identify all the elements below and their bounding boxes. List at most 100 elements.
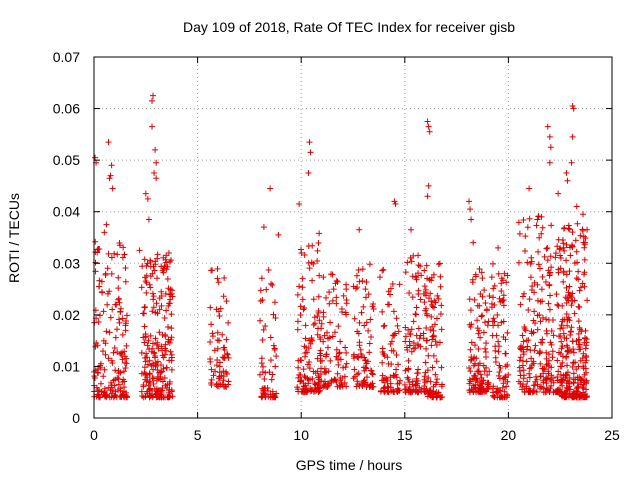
data-point bbox=[555, 368, 562, 375]
data-point bbox=[549, 348, 556, 355]
data-point bbox=[139, 393, 146, 400]
data-point bbox=[582, 239, 589, 246]
data-point bbox=[552, 254, 559, 261]
data-point bbox=[569, 133, 576, 140]
data-point bbox=[547, 292, 554, 299]
data-point bbox=[414, 380, 421, 387]
data-point bbox=[161, 314, 168, 321]
data-point bbox=[153, 159, 160, 166]
data-point bbox=[354, 284, 361, 291]
data-point bbox=[355, 354, 362, 361]
data-point bbox=[582, 359, 589, 366]
data-point bbox=[528, 355, 535, 362]
data-point bbox=[581, 271, 588, 278]
data-point bbox=[156, 306, 163, 313]
data-point bbox=[580, 389, 587, 396]
data-point bbox=[495, 348, 502, 355]
data-point bbox=[391, 373, 398, 380]
data-point bbox=[336, 382, 343, 389]
data-point bbox=[109, 360, 116, 367]
data-point bbox=[152, 146, 159, 153]
data-point bbox=[566, 244, 573, 251]
data-point bbox=[151, 267, 158, 274]
data-point bbox=[536, 234, 543, 241]
data-point bbox=[363, 319, 370, 326]
data-point bbox=[532, 342, 539, 349]
data-point bbox=[479, 380, 486, 387]
data-point bbox=[490, 294, 497, 301]
data-point bbox=[502, 363, 509, 370]
data-point bbox=[383, 375, 390, 382]
data-point bbox=[519, 293, 526, 300]
data-point bbox=[564, 322, 571, 329]
data-point bbox=[119, 254, 126, 261]
data-point bbox=[529, 361, 536, 368]
data-point bbox=[147, 393, 154, 400]
data-point bbox=[163, 307, 170, 314]
data-point bbox=[355, 267, 362, 274]
data-point bbox=[501, 270, 508, 277]
data-point bbox=[353, 383, 360, 390]
data-point bbox=[370, 301, 377, 308]
data-point bbox=[563, 311, 570, 318]
data-point bbox=[354, 378, 361, 385]
data-point bbox=[271, 345, 278, 352]
data-point bbox=[310, 260, 317, 267]
data-point bbox=[495, 372, 502, 379]
data-point bbox=[537, 360, 544, 367]
data-point bbox=[362, 357, 369, 364]
data-point bbox=[208, 321, 215, 328]
data-point bbox=[476, 327, 483, 334]
data-point bbox=[164, 324, 171, 331]
data-point bbox=[575, 268, 582, 275]
data-point bbox=[573, 203, 580, 210]
data-point bbox=[569, 364, 576, 371]
data-point bbox=[410, 318, 417, 325]
data-point bbox=[482, 345, 489, 352]
data-point bbox=[468, 339, 475, 346]
data-point bbox=[356, 319, 363, 326]
data-point bbox=[216, 312, 223, 319]
data-point bbox=[429, 323, 436, 330]
data-point bbox=[167, 348, 174, 355]
data-point bbox=[515, 378, 522, 385]
data-point bbox=[558, 376, 565, 383]
data-point bbox=[151, 386, 158, 393]
data-point bbox=[100, 391, 107, 398]
data-point bbox=[162, 341, 169, 348]
data-point bbox=[123, 312, 130, 319]
data-point bbox=[531, 308, 538, 315]
data-point bbox=[519, 362, 526, 369]
data-point bbox=[545, 300, 552, 307]
data-point bbox=[138, 370, 145, 377]
data-point bbox=[468, 321, 475, 328]
data-point bbox=[219, 381, 226, 388]
data-point bbox=[115, 274, 122, 281]
data-point bbox=[528, 364, 535, 371]
data-point bbox=[494, 388, 501, 395]
data-point bbox=[330, 286, 337, 293]
data-point bbox=[474, 387, 481, 394]
data-point bbox=[557, 363, 564, 370]
data-point bbox=[496, 368, 503, 375]
data-point bbox=[145, 216, 152, 223]
data-point bbox=[490, 315, 497, 322]
data-point bbox=[476, 266, 483, 273]
data-point bbox=[395, 361, 402, 368]
data-point bbox=[493, 332, 500, 339]
data-point bbox=[369, 371, 376, 378]
data-point bbox=[267, 334, 274, 341]
data-point bbox=[261, 375, 268, 382]
data-point bbox=[545, 351, 552, 358]
data-point bbox=[422, 359, 429, 366]
data-point bbox=[165, 250, 172, 257]
data-point bbox=[381, 322, 388, 329]
data-point bbox=[364, 374, 371, 381]
data-point bbox=[225, 319, 232, 326]
data-point bbox=[474, 325, 481, 332]
data-point bbox=[108, 393, 115, 400]
data-point bbox=[121, 251, 128, 258]
data-point bbox=[105, 139, 112, 146]
data-point bbox=[529, 389, 536, 396]
